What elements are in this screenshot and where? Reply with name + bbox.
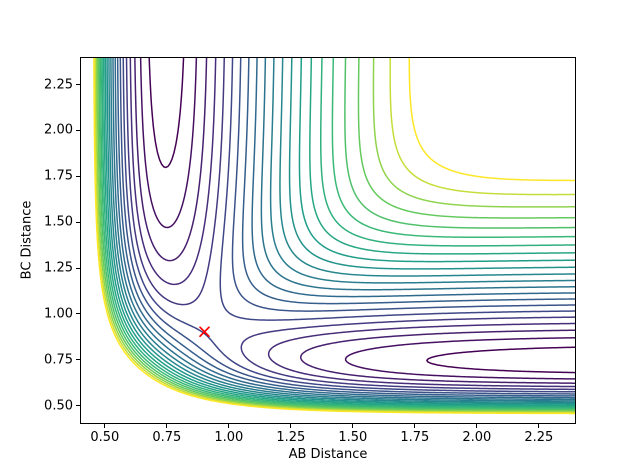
y-tick-label: 1.75 xyxy=(44,168,73,184)
y-tick-label: 1.50 xyxy=(44,214,73,230)
x-tick-label: 1.50 xyxy=(338,430,368,445)
y-tick-label: 0.50 xyxy=(44,398,73,414)
x-tick-label: 1.00 xyxy=(214,430,244,445)
y-tick-mark xyxy=(76,359,80,361)
x-tick-label: 1.75 xyxy=(400,430,430,445)
plot-area xyxy=(80,57,576,424)
y-tick-mark xyxy=(76,267,80,269)
x-tick-mark xyxy=(104,424,106,428)
y-tick-mark xyxy=(76,313,80,315)
x-tick-label: 0.75 xyxy=(152,430,182,445)
y-tick-label: 1.00 xyxy=(44,306,73,322)
x-tick-mark xyxy=(352,424,354,428)
x-axis-label: AB Distance xyxy=(288,447,368,462)
x-tick-mark xyxy=(414,424,416,428)
x-tick-mark xyxy=(166,424,168,428)
y-tick-label: 1.25 xyxy=(44,260,73,276)
x-tick-mark xyxy=(538,424,540,428)
contour-plot-canvas xyxy=(81,58,575,423)
y-tick-mark xyxy=(76,405,80,407)
y-tick-label: 2.00 xyxy=(44,122,73,138)
y-tick-mark xyxy=(76,84,80,86)
x-tick-label: 2.00 xyxy=(462,430,492,445)
y-tick-label: 0.75 xyxy=(44,352,73,368)
x-tick-mark xyxy=(476,424,478,428)
y-axis-label: BC Distance xyxy=(19,200,35,280)
y-tick-mark xyxy=(76,129,80,131)
x-tick-mark xyxy=(290,424,292,428)
x-tick-label: 1.25 xyxy=(276,430,306,445)
y-tick-mark xyxy=(76,175,80,177)
x-tick-label: 2.25 xyxy=(524,430,554,445)
x-tick-label: 0.50 xyxy=(90,430,120,445)
y-tick-mark xyxy=(76,221,80,223)
y-tick-label: 2.25 xyxy=(44,77,73,93)
x-tick-mark xyxy=(228,424,230,428)
